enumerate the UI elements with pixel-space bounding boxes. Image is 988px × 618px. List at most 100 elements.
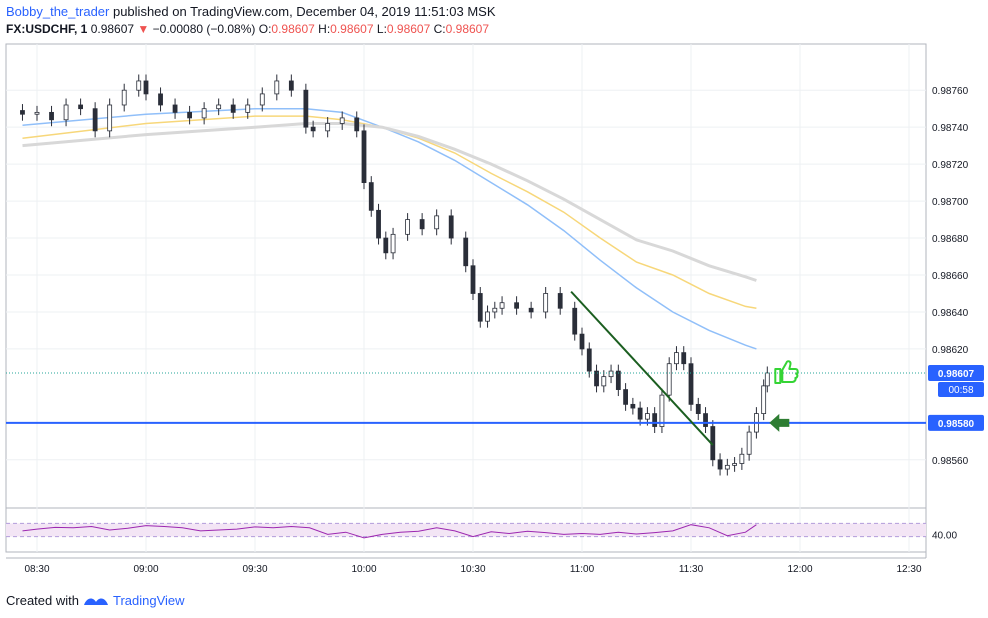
left-arrow-icon [769,413,790,432]
candle-body [325,123,331,132]
candle-body [245,104,251,113]
candle-body [34,111,40,115]
time-tick-label: 12:00 [787,564,812,575]
candle-body [230,104,236,113]
time-tick-label: 11:30 [679,564,704,575]
candle-body [724,464,730,470]
annotations [769,360,799,432]
candle-body [121,89,127,106]
candle-body [405,219,411,235]
candle-body [674,352,679,365]
axes: 08:30 09:00 09:30 10:00 10:30 11:00 11:30 12:00… [24,86,968,575]
candle-body [499,302,505,309]
candle-body [339,117,345,124]
open-value: 0.98607 [271,22,315,36]
candle-body [419,219,425,230]
symbol-label: FX:USDCHF, 1 [6,22,88,36]
candle-body [732,463,737,466]
price-tick-label: 0.98560 [932,456,969,467]
candle-body [274,80,280,95]
price-change: −0.00080 (−0.08%) [152,22,256,36]
thumbs-up-shape [774,360,799,384]
candle-body [579,333,585,350]
candle-body [514,302,519,309]
candle-body [615,370,621,390]
candle-body [143,80,149,95]
author-link[interactable]: Bobby_the_trader [6,4,110,19]
rsi-line [22,524,757,539]
high-value: 0.98607 [330,22,374,36]
rsi-tick-label: 40.00 [932,530,957,541]
close-value: 0.98607 [445,22,490,36]
left-arrow-shape [769,413,790,432]
candle-body [477,293,483,322]
grid-lines [5,43,927,559]
candle-body [645,413,650,420]
candle-body [630,403,636,409]
candle-body [543,293,549,313]
candle-body [594,370,599,387]
candle-body [310,126,316,132]
close-label: C: [433,22,446,36]
candle-body [303,89,309,128]
footer: Created with TradingView [6,593,185,608]
tradingview-brand[interactable]: TradingView [112,593,185,608]
candle-body [739,453,745,464]
candle-body [434,215,440,230]
publish-header: Bobby_the_trader published on TradingVie… [6,4,496,19]
low-value: 0.98607 [386,22,431,36]
candle-body [136,80,142,91]
candle-body [259,93,265,106]
candle-body [172,104,178,113]
candle-body [368,182,374,211]
candle-body [63,104,69,121]
countdown-tag [938,381,984,397]
price-tick-label: 0.98640 [932,308,969,319]
candle-body [703,413,708,427]
candle-body [746,431,752,455]
countdown-tag-label: 00:58 [948,385,973,396]
price-tick-label: 0.98660 [932,271,969,282]
candle-body [376,209,381,239]
candle-body [492,307,498,313]
candle-body [187,111,193,119]
time-tick-label: 12:30 [896,564,921,575]
support-price-tag-label: 0.98580 [938,419,975,430]
symbol-info-bar: FX:USDCHF, 1 0.98607 ▼ −0.00080 (−0.08%)… [6,22,489,36]
candle-body [288,80,294,91]
price-tick-label: 0.98760 [932,86,969,97]
trendline [570,290,714,446]
candle-body [717,459,723,470]
time-tick-label: 11:00 [570,564,595,575]
rsi-band [6,523,926,537]
price-tick-label: 0.98620 [932,345,969,356]
price-tick-label: 0.98720 [932,160,969,171]
price-tick-label: 0.98740 [932,123,969,134]
last-price-tag [928,364,984,381]
candle-body [688,363,694,405]
candle-body [764,372,770,387]
time-tick-label: 09:00 [133,564,158,575]
support-price-tag [928,414,984,431]
rsi-indicator [6,522,926,539]
tradingview-logo-icon [83,598,108,605]
high-label: H: [318,22,331,36]
ma-line-slow [22,122,757,282]
ma-line-mid [22,115,757,310]
candle-body [107,104,113,132]
down-triangle-icon: ▼ [137,22,150,36]
candle-body [659,394,665,427]
candle-body [601,376,607,387]
candle-body [637,407,643,420]
ma-line-fast [22,107,757,350]
thumbs-up-icon [774,360,799,384]
candle-body [470,265,476,294]
time-tick-label: 08:30 [24,564,49,575]
candle-body [354,117,360,132]
candle-body [463,237,469,267]
candle-body [681,352,687,365]
candle-body [92,108,98,132]
candles [20,74,770,476]
low-label: L: [376,22,387,36]
